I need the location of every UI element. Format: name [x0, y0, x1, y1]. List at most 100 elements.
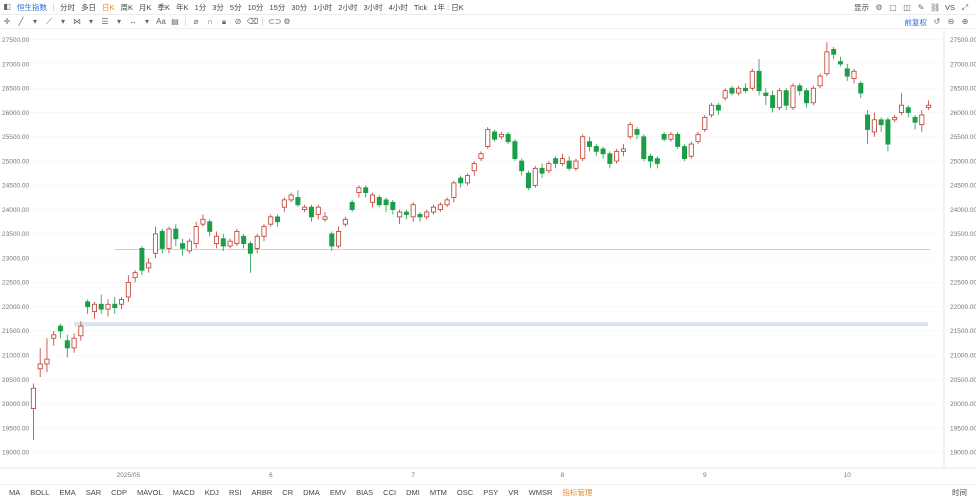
candle-down	[458, 177, 464, 184]
period-tab[interactable]: 月K	[139, 2, 152, 12]
chevron-down-icon[interactable]: ▾	[60, 16, 65, 26]
indicator-tab[interactable]: CCI	[383, 488, 397, 497]
arrow-tool-icon[interactable]: ↔	[129, 16, 137, 26]
period-tab[interactable]: 年K	[176, 2, 189, 12]
candle-up	[824, 51, 830, 75]
candle-up	[193, 226, 199, 244]
indicator-tab[interactable]: SAR	[85, 488, 102, 497]
candle-up	[200, 218, 206, 225]
candle-down	[112, 303, 118, 309]
candle-down	[783, 90, 789, 106]
settings-icon[interactable]: ⚙	[283, 16, 291, 26]
crosshair-icon[interactable]: ✛	[3, 16, 11, 26]
period-tab[interactable]: 1分	[194, 2, 207, 12]
indicator-tab[interactable]: EMV	[329, 488, 347, 497]
adjust-mode-button[interactable]: 前复权	[904, 17, 928, 27]
candle-down	[519, 160, 525, 172]
period-tab[interactable]: 季K	[157, 2, 171, 12]
indicator-tab[interactable]: KDJ	[204, 488, 219, 497]
period-tab[interactable]: 4小时	[388, 2, 408, 12]
x-tick-label: 8	[561, 472, 565, 479]
magnet-icon[interactable]: ∩	[207, 16, 213, 26]
period-tab[interactable]: 5分	[229, 2, 242, 12]
period-tab[interactable]: 分时	[60, 2, 75, 12]
candle-down	[376, 197, 382, 206]
period-tab[interactable]: 周K	[120, 2, 134, 12]
indicator-tab[interactable]: OSC	[456, 488, 474, 497]
candlestick-chart[interactable]: 19000.00 19000.00 19500.00 19500.00 20000.00…	[0, 30, 976, 482]
link-icon[interactable]: ⛓	[929, 2, 941, 12]
fib-tool-icon[interactable]: ☰	[101, 16, 109, 26]
indicator-tab[interactable]: CR	[282, 488, 294, 497]
square-icon[interactable]: ▢	[889, 2, 897, 12]
period-tab[interactable]: 3分	[212, 2, 224, 12]
time-axis-button[interactable]: 时间	[952, 488, 967, 497]
indicator-tab[interactable]: CDP	[111, 488, 127, 497]
period-tab[interactable]: 1年 : 日K	[433, 2, 464, 12]
undo-icon[interactable]: ↺	[933, 17, 941, 26]
y-tick-label-left: 20500.00	[2, 377, 29, 384]
candle-up	[410, 204, 416, 218]
indicator-tab[interactable]: EMA	[59, 488, 76, 497]
candle-down	[98, 303, 104, 310]
candle-up	[30, 387, 36, 410]
zoom-in-icon[interactable]: ⊕	[961, 17, 969, 26]
candle-down	[865, 114, 871, 130]
zoom-out-icon[interactable]: ⊖	[947, 17, 955, 26]
period-tab[interactable]: 日K	[102, 2, 115, 12]
indicator-tab[interactable]: 指标管理	[562, 488, 593, 497]
lock-icon[interactable]: 🔒︎	[221, 16, 227, 26]
period-tab[interactable]: 3小时	[363, 2, 383, 12]
candle-down	[661, 133, 667, 140]
eraser-icon[interactable]: ⌀	[193, 16, 199, 26]
period-tab[interactable]: Tick	[413, 2, 428, 12]
chevron-down-icon[interactable]: ▾	[32, 16, 37, 26]
indicator-tab[interactable]: RSI	[228, 488, 242, 497]
trash-icon[interactable]: ⌫	[247, 16, 259, 26]
candle-down	[912, 116, 918, 123]
hide-icon[interactable]: ⊘	[234, 16, 242, 26]
expand-icon[interactable]: ⤢	[961, 2, 969, 12]
period-tab[interactable]: 多日	[81, 2, 96, 12]
gear-icon[interactable]: ⚙	[875, 2, 883, 12]
indicator-tab[interactable]: MTM	[429, 488, 447, 497]
line-tool-icon[interactable]: ╱	[18, 16, 24, 26]
indicator-tab[interactable]: MAVOL	[136, 488, 163, 497]
period-tab[interactable]: 1小时	[313, 2, 333, 12]
candle-down	[837, 61, 843, 65]
camera-icon[interactable]: ◫	[903, 2, 911, 12]
chevron-down-icon[interactable]: ▾	[116, 16, 121, 26]
trend-tool-icon[interactable]: ⟋	[46, 16, 52, 26]
candle-up	[288, 194, 294, 201]
chevron-down-icon[interactable]: ▾	[144, 16, 149, 26]
sidebar-toggle-icon[interactable]: ◧	[3, 2, 11, 11]
indicator-tab[interactable]: PSY	[483, 488, 499, 497]
candle-down	[804, 90, 810, 104]
top-bar: ◧ 恒生指数 分时 多日 日K 周K 月K 季K 年K 1分 3分 5分 10分 15分 30分 1小时 2…	[0, 0, 976, 15]
period-tab[interactable]: 2小时	[338, 2, 358, 12]
chevron-down-icon[interactable]: ▾	[88, 16, 93, 26]
indicator-tab[interactable]: DMI	[406, 488, 420, 497]
channel-tool-icon[interactable]: ⋈	[73, 16, 81, 26]
period-tab[interactable]: 10分	[247, 2, 264, 12]
comment-icon[interactable]: ▤	[171, 16, 179, 26]
pen-icon[interactable]: ✎	[917, 2, 925, 12]
support-band	[74, 322, 929, 327]
period-tab[interactable]: 30分	[291, 2, 308, 12]
toggle-icon[interactable]: ⊂⊃	[268, 16, 282, 26]
candle-up	[234, 231, 240, 244]
vs-button[interactable]: VS	[944, 3, 955, 12]
indicator-tab[interactable]: BIAS	[356, 488, 374, 497]
display-menu[interactable]: 显示	[853, 3, 869, 12]
indicator-tab[interactable]: VR	[508, 488, 519, 497]
text-tool-icon[interactable]: Aa	[156, 16, 166, 26]
index-selector[interactable]: 恒生指数	[17, 2, 47, 12]
indicator-tab[interactable]: ARBR	[251, 488, 273, 497]
indicator-tab[interactable]: BOLL	[30, 488, 50, 497]
indicator-tab[interactable]: MACD	[172, 488, 195, 497]
candle-up	[444, 199, 450, 206]
indicator-tab[interactable]: WMSR	[528, 488, 553, 497]
indicator-tab[interactable]: MA	[9, 488, 21, 497]
indicator-tab[interactable]: DMA	[303, 488, 320, 497]
period-tab[interactable]: 15分	[269, 2, 286, 12]
